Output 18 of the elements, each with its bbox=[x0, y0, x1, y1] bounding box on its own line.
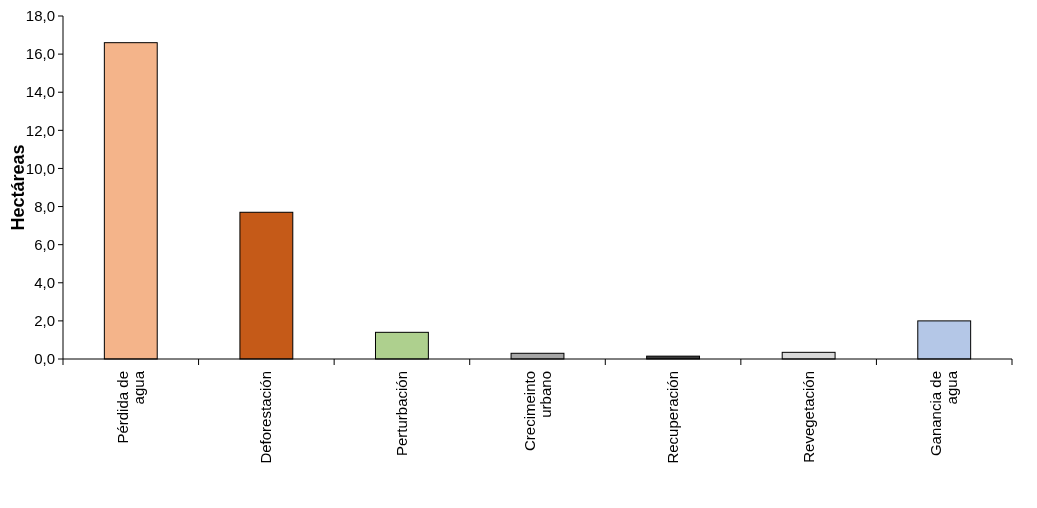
y-tick-label: 4,0 bbox=[34, 274, 55, 292]
y-tick-label: 6,0 bbox=[34, 235, 55, 253]
y-tick-label: 0,0 bbox=[34, 350, 55, 368]
y-tick-label: 16,0 bbox=[25, 45, 55, 63]
x-tick-label: Pérdida de agua bbox=[113, 370, 147, 444]
y-tick-label: 2,0 bbox=[34, 312, 55, 330]
y-tick-label: 14,0 bbox=[25, 83, 55, 101]
x-tick-label: Ganancia de agua bbox=[927, 370, 961, 457]
y-tick-label: 12,0 bbox=[25, 121, 55, 139]
x-tick-label: Revegetación bbox=[799, 371, 817, 463]
y-axis-title: Hectáreas bbox=[8, 144, 28, 231]
x-tick-label: Recuperación bbox=[664, 371, 682, 464]
y-tick-label: 10,0 bbox=[25, 159, 55, 177]
y-tick-label: 8,0 bbox=[34, 197, 55, 215]
x-tick-label: Crecimeinto urbano bbox=[520, 371, 554, 452]
x-tick-label: Deforestación bbox=[257, 371, 275, 464]
x-tick-label: Perturbación bbox=[392, 371, 410, 457]
y-tick-label: 18,0 bbox=[25, 7, 55, 25]
